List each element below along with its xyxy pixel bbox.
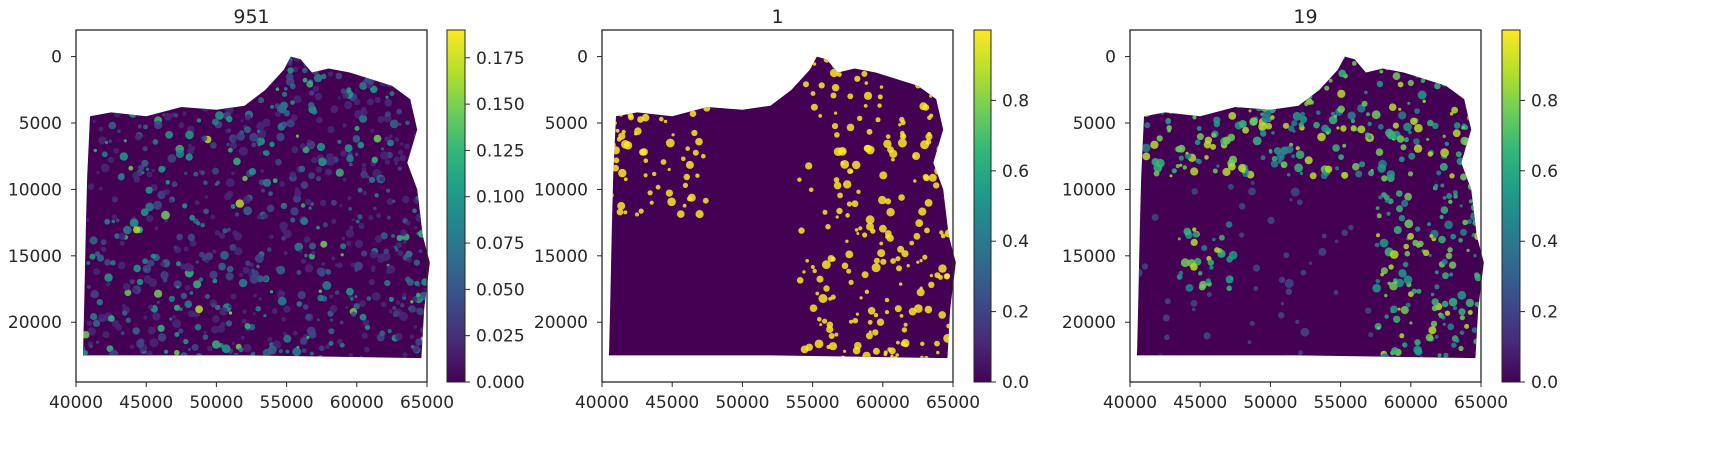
plot-area [75,29,428,383]
x-tick-label: 45000 [645,393,699,413]
panel-title: 19 [1293,6,1317,28]
x-tick-label: 60000 [856,393,910,413]
colorbar-tick-label: 0.0 [1002,373,1029,393]
colorbar [1502,30,1520,382]
x-tick-label: 65000 [400,393,454,413]
x-tick-label: 40000 [575,393,629,413]
colorbar-tick-label: 0.150 [476,95,525,115]
colorbar [974,30,991,382]
x-tick-label: 60000 [330,393,384,413]
colorbar-tick-label: 0.2 [1531,303,1558,323]
colorbar-tick-label: 0.050 [476,280,525,300]
colorbar-tick-label: 0.000 [476,373,525,393]
x-tick-label: 60000 [1384,393,1438,413]
y-tick-label: 15000 [534,247,588,267]
plot-area [1129,29,1482,383]
x-tick-label: 50000 [189,393,243,413]
panel-title: 1 [771,6,783,28]
y-tick-label: 10000 [1062,180,1116,200]
y-tick-label: 0 [51,48,62,68]
colorbar [447,30,465,382]
colorbar-tick-label: 0.125 [476,141,525,161]
colorbar-tick-label: 0.100 [476,188,525,208]
plot-area [601,29,954,383]
y-tick-label: 20000 [1062,313,1116,333]
y-tick-label: 5000 [1073,114,1116,134]
panel-2: 1 40000 45000 50000 55000 60000 65000 0 5000 1000… [534,6,1029,413]
panel-3: 19 40000 45000 50000 55000 60000 65000 0 5000 100… [1062,6,1558,413]
x-tick-label: 55000 [1314,393,1368,413]
y-tick-label: 5000 [545,114,588,134]
y-tick-label: 0 [1105,48,1116,68]
x-tick-label: 65000 [1454,393,1508,413]
x-tick-label: 40000 [49,393,103,413]
y-tick-label: 15000 [8,247,62,267]
colorbar-tick-label: 0.6 [1531,162,1558,182]
y-tick-label: 15000 [1062,247,1116,267]
colorbar-tick-label: 0.4 [1002,232,1029,252]
colorbar-tick-label: 0.175 [476,49,525,69]
y-tick-label: 20000 [8,313,62,333]
panel-title: 951 [233,6,269,28]
colorbar-tick-label: 0.8 [1002,91,1029,111]
x-tick-label: 55000 [786,393,840,413]
colorbar-tick-label: 0.8 [1531,91,1558,111]
x-tick-label: 45000 [119,393,173,413]
colorbar-tick-label: 0.4 [1531,232,1558,252]
colorbar-tick-label: 0.0 [1531,373,1558,393]
colorbar-frame [1501,29,1521,383]
x-tick-label: 65000 [926,393,980,413]
x-tick-label: 45000 [1173,393,1227,413]
colorbar-tick-label: 0.025 [476,327,525,347]
y-tick-label: 0 [577,48,588,68]
y-tick-label: 20000 [534,313,588,333]
heatmap-texture [83,56,430,359]
y-tick-label: 10000 [8,180,62,200]
x-tick-label: 40000 [1103,393,1157,413]
x-tick-label: 50000 [1243,393,1297,413]
y-tick-label: 10000 [534,180,588,200]
tissue-region [609,56,956,359]
colorbar-tick-label: 0.6 [1002,162,1029,182]
colorbar-frame [446,29,466,383]
colorbar-tick-label: 0.2 [1002,303,1029,323]
colorbar-tick-label: 0.075 [476,234,525,254]
x-tick-label: 55000 [260,393,314,413]
colorbar-frame [973,29,992,383]
x-tick-label: 50000 [715,393,769,413]
y-tick-label: 5000 [19,114,62,134]
panel-1: 951 40000 45000 50000 55000 60000 65000 0 5000 10… [8,6,525,413]
